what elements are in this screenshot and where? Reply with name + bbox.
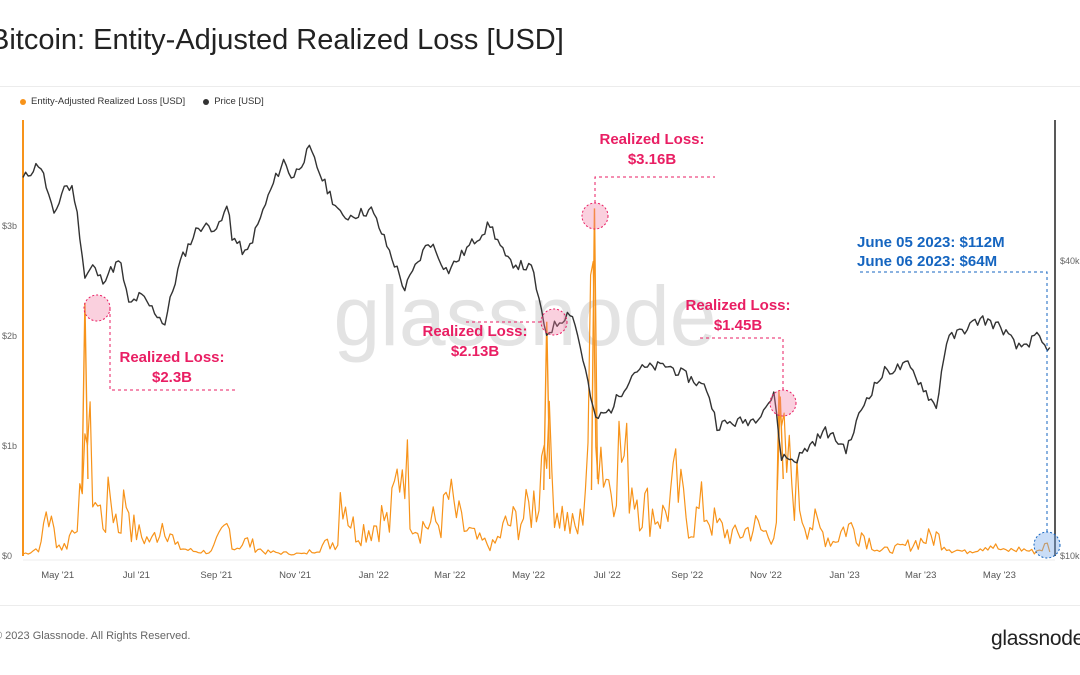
x-tick-label: May '23: [983, 570, 1016, 580]
annotation-date-value: June 05 2023: $112M: [857, 234, 1005, 251]
y-left-tick-label: $1b: [2, 441, 17, 451]
x-tick-label: Mar '22: [434, 570, 465, 580]
price-series-line: [22, 144, 1051, 464]
copyright-text: © 2023 Glassnode. All Rights Reserved.: [0, 630, 191, 642]
loss-peak-highlight: [769, 389, 797, 417]
legend-label-realized-loss: Entity-Adjusted Realized Loss [USD]: [31, 96, 186, 107]
realized-loss-peak: [81, 302, 89, 491]
y-right-tick-label: $10k: [1060, 551, 1080, 561]
chart-title: Bitcoin: Entity-Adjusted Realized Loss […: [0, 24, 564, 56]
legend-item-price[interactable]: Price [USD]: [203, 96, 264, 107]
annotation-value: $1.45B: [714, 317, 763, 334]
y-left-tick-label: $3b: [2, 221, 17, 231]
annotation-label: Realized Loss:: [599, 131, 704, 148]
x-tick-label: Sep '21: [200, 570, 232, 580]
y-right-tick-label: $40k: [1060, 256, 1080, 266]
recent-loss-highlight: [1033, 531, 1061, 559]
annotation-value: $2.3B: [152, 369, 192, 386]
x-tick-label: Jan '23: [829, 570, 859, 580]
x-tick-label: Nov '21: [279, 570, 311, 580]
annotation-label: Realized Loss:: [685, 297, 790, 314]
annotation-label: Realized Loss:: [422, 323, 527, 340]
realized-loss-peak: [590, 208, 599, 491]
x-tick-label: Nov '22: [750, 570, 782, 580]
x-tick-label: Mar '23: [905, 570, 936, 580]
y-left-tick-label: $2b: [2, 331, 17, 341]
chart-plot: glassnode $0 $1b $2b $3b $10k $40k May '21 Jul '…: [2, 120, 1080, 580]
realized-loss-peak: [776, 396, 784, 491]
realized-loss-series-line: [22, 260, 1051, 556]
y-left-tick-label: $0: [2, 551, 12, 561]
x-tick-label: May '22: [512, 570, 545, 580]
legend-label-price: Price [USD]: [214, 96, 264, 107]
annotation-leader-line: [594, 176, 715, 203]
annotation-date-value: June 06 2023: $64M: [857, 253, 997, 270]
footer-divider: [0, 605, 1080, 606]
legend-swatch-realized-loss: [20, 98, 26, 105]
x-tick-label: Jan '22: [359, 570, 389, 580]
x-tick-label: May '21: [41, 570, 74, 580]
header-divider: [0, 86, 1080, 87]
loss-peak-highlight: [83, 294, 111, 322]
annotation-value: $3.16B: [628, 151, 677, 168]
x-tick-label: Sep '22: [671, 570, 703, 580]
x-tick-label: Jul '22: [594, 570, 621, 580]
annotation-label: Realized Loss:: [119, 349, 224, 366]
loss-peak-highlight: [540, 308, 568, 336]
legend-swatch-price: [203, 98, 210, 105]
watermark: glassnode: [334, 269, 717, 363]
glassnode-logo: glassnode: [990, 627, 1080, 650]
loss-peak-highlight: [581, 202, 609, 230]
realized-loss-peak: [543, 321, 551, 491]
annotation-value: $2.13B: [451, 343, 500, 360]
x-tick-label: Jul '21: [123, 570, 150, 580]
legend-item-realized-loss[interactable]: Entity-Adjusted Realized Loss [USD]: [20, 96, 185, 107]
annotation-leader-line: [857, 271, 1048, 532]
legend: Entity-Adjusted Realized Loss [USD] Pric…: [20, 96, 264, 107]
